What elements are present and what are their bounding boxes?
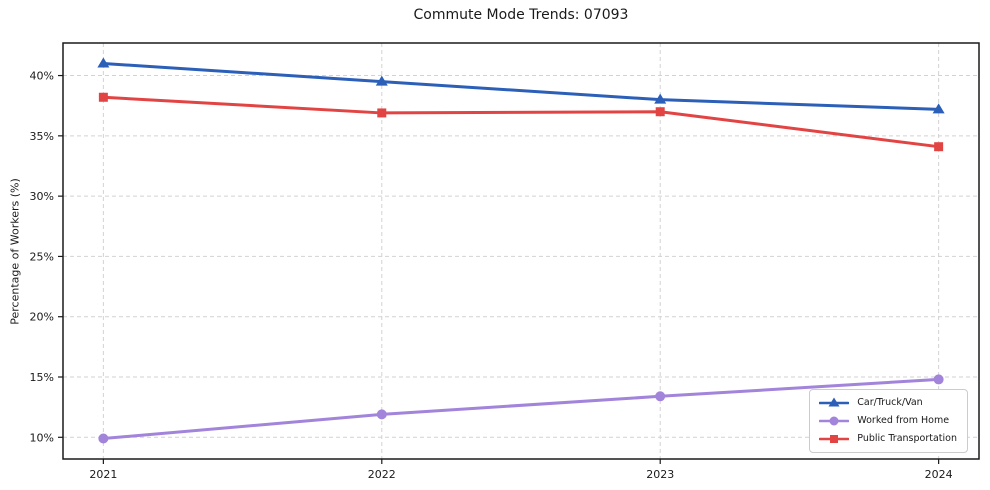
svg-text:25%: 25%: [30, 250, 54, 263]
svg-text:2024: 2024: [925, 468, 953, 481]
svg-text:30%: 30%: [30, 190, 54, 203]
y-axis-label: Percentage of Workers (%): [8, 178, 22, 325]
legend-item-public-transportation: Public Transportation: [819, 433, 957, 445]
svg-text:2021: 2021: [89, 468, 117, 481]
legend-item-worked-from-home: Worked from Home: [819, 415, 957, 427]
legend-item-car-truck-van: Car/Truck/Van: [819, 397, 957, 409]
svg-text:10%: 10%: [30, 431, 54, 444]
legend-label: Car/Truck/Van: [857, 397, 923, 408]
svg-text:2023: 2023: [646, 468, 674, 481]
svg-text:15%: 15%: [30, 371, 54, 384]
legend-label: Worked from Home: [857, 415, 950, 426]
svg-text:40%: 40%: [30, 70, 54, 83]
svg-text:35%: 35%: [30, 130, 54, 143]
legend: Car/Truck/Van Worked from Home Public Tr…: [809, 389, 968, 453]
legend-marker-triangle-icon: [819, 397, 850, 407]
legend-marker-square-icon: [819, 435, 850, 443]
legend-marker-circle-icon: [819, 416, 850, 426]
legend-label: Public Transportation: [857, 433, 957, 444]
chart-title: Commute Mode Trends: 07093: [413, 7, 629, 23]
svg-text:2022: 2022: [368, 468, 396, 481]
svg-text:20%: 20%: [30, 311, 54, 324]
